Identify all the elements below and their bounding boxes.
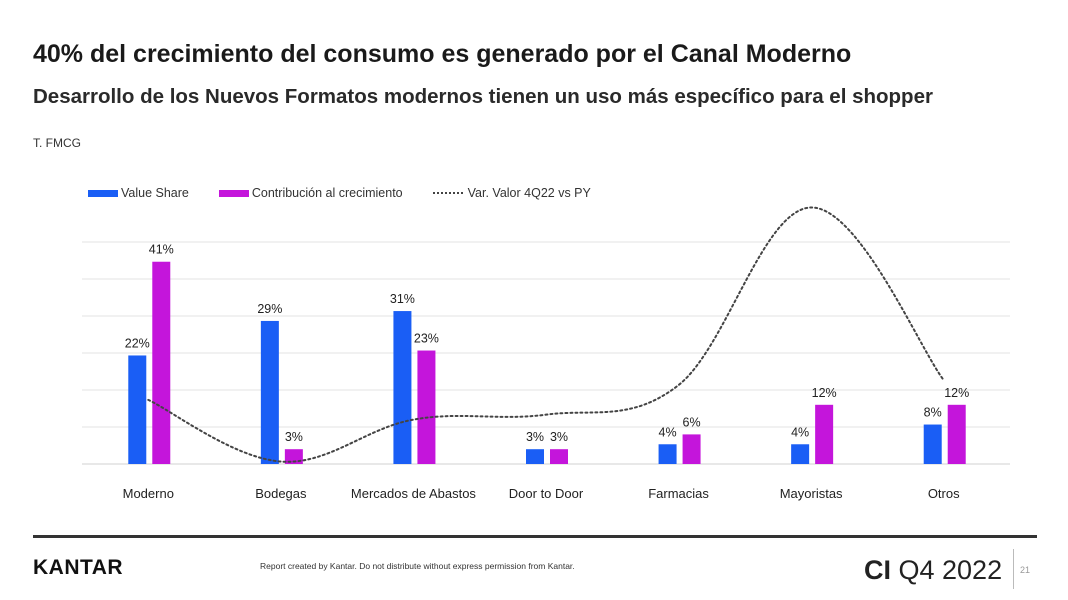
footer-disclaimer: Report created by Kantar. Do not distrib… <box>260 561 575 571</box>
bar-value-share-0 <box>128 355 147 464</box>
bar-chart: 22% 41% Moderno 29% 3% Bodegas 31% 23% Mercados … <box>82 206 1010 501</box>
data-label-value-share-2: 31% <box>390 292 415 306</box>
data-label-value-share-3: 3% <box>526 430 544 444</box>
x-tick-label-6: Otros <box>928 486 960 501</box>
x-tick-label-0: Moderno <box>123 486 174 501</box>
bar-value-share-5 <box>791 444 810 464</box>
trend-line-var-valor <box>147 206 945 463</box>
x-tick-label-5: Mayoristas <box>780 486 843 501</box>
legend-item-value-share: Value Share <box>88 186 189 200</box>
bar-value-share-6 <box>923 424 942 464</box>
legend-label-contribucion: Contribución al crecimiento <box>251 186 403 200</box>
chart-legend: Value Share Contribución al crecimiento … <box>88 185 621 201</box>
data-label-value-share-4: 4% <box>659 425 677 439</box>
x-tick-label-3: Door to Door <box>509 486 584 501</box>
legend-swatch-value-share <box>88 189 118 197</box>
data-label-contribuci-n-al-crecimiento-0: 41% <box>149 243 174 257</box>
legend-swatch-var-valor <box>432 192 463 194</box>
footer-divider <box>33 535 1037 538</box>
page-subtitle: Desarrollo de los Nuevos Formatos modern… <box>33 85 933 108</box>
data-label-value-share-6: 8% <box>924 406 942 420</box>
data-label-contribuci-n-al-crecimiento-6: 12% <box>944 386 969 400</box>
data-label-contribuci-n-al-crecimiento-2: 23% <box>414 332 439 346</box>
bar-contribuci-n-al-crecimiento-5 <box>815 404 834 464</box>
page-number: 21 <box>1020 565 1031 575</box>
data-label-contribuci-n-al-crecimiento-5: 12% <box>812 386 837 400</box>
bar-contribuci-n-al-crecimiento-6 <box>947 404 966 464</box>
report-brand: CI Q4 2022 <box>864 555 1002 586</box>
x-tick-label-1: Bodegas <box>255 486 307 501</box>
legend-item-contribucion: Contribución al crecimiento <box>218 186 403 200</box>
bar-value-share-2 <box>393 311 412 464</box>
legend-swatch-contribucion <box>218 189 249 197</box>
bar-value-share-4 <box>658 444 677 464</box>
data-label-value-share-5: 4% <box>791 425 809 439</box>
report-brand-ci: CI <box>864 555 891 585</box>
scope-tag: T. FMCG <box>33 136 81 150</box>
bar-value-share-3 <box>526 449 544 464</box>
x-tick-label-2: Mercados de Abastos <box>351 486 477 501</box>
legend-label-var-valor: Var. Valor 4Q22 vs PY <box>467 186 591 200</box>
data-label-value-share-0: 22% <box>125 336 150 350</box>
bar-contribuci-n-al-crecimiento-2 <box>417 350 436 464</box>
data-label-contribuci-n-al-crecimiento-1: 3% <box>285 430 303 444</box>
legend-item-var-valor: Var. Valor 4Q22 vs PY <box>432 186 591 200</box>
footer-separator <box>1013 549 1014 589</box>
x-tick-label-4: Farmacias <box>648 486 709 501</box>
data-label-contribuci-n-al-crecimiento-4: 6% <box>683 415 701 429</box>
kantar-logo: KANTAR <box>33 556 124 579</box>
bar-contribuci-n-al-crecimiento-0 <box>152 261 171 464</box>
bar-contribuci-n-al-crecimiento-3 <box>550 449 568 464</box>
data-label-value-share-1: 29% <box>257 302 282 316</box>
bar-contribuci-n-al-crecimiento-4 <box>682 434 701 464</box>
bar-value-share-1 <box>260 320 279 464</box>
report-brand-period: Q4 2022 <box>891 555 1003 585</box>
data-label-contribuci-n-al-crecimiento-3: 3% <box>550 430 568 444</box>
legend-label-value-share: Value Share <box>121 186 189 200</box>
page-title: 40% del crecimiento del consumo es gener… <box>33 40 852 68</box>
